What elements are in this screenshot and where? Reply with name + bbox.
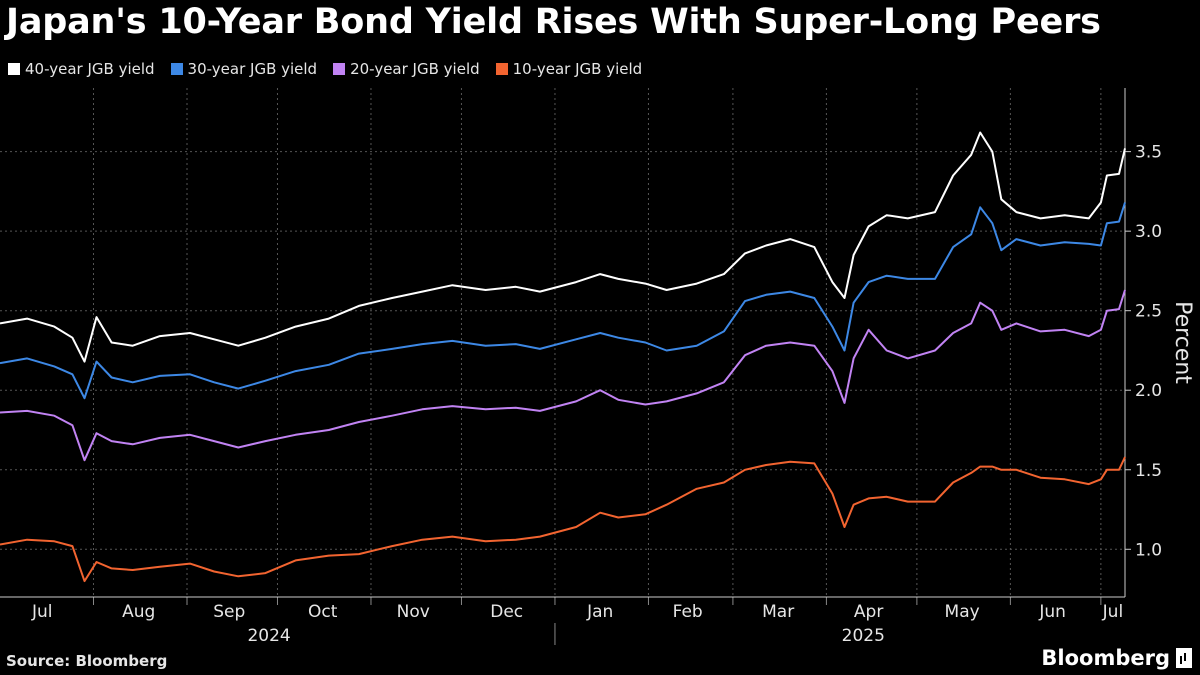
x-tick-label: Sep bbox=[213, 602, 245, 622]
x-tick-label: Mar bbox=[762, 602, 794, 622]
brand-logo: Bloomberg bbox=[1041, 646, 1192, 670]
y-tick-label: 2.0 bbox=[1135, 381, 1162, 401]
brand-name: Bloomberg bbox=[1041, 646, 1170, 670]
bloomberg-terminal-icon bbox=[1176, 648, 1192, 668]
series-line-1 bbox=[0, 202, 1126, 400]
x-tick-label: Apr bbox=[854, 602, 883, 622]
x-tick-label: Jan bbox=[586, 602, 613, 622]
source-note: Source: Bloomberg bbox=[6, 652, 168, 670]
legend: 40-year JGB yield 30-year JGB yield 20-y… bbox=[8, 60, 642, 78]
legend-label: 10-year JGB yield bbox=[512, 60, 643, 78]
legend-swatch bbox=[8, 63, 20, 75]
x-tick-label: Jun bbox=[1038, 602, 1066, 622]
series-line-3 bbox=[0, 456, 1126, 583]
year-label: 2025 bbox=[842, 626, 885, 646]
x-tick-label: Aug bbox=[122, 602, 155, 622]
legend-label: 30-year JGB yield bbox=[187, 60, 318, 78]
series-line-2 bbox=[0, 289, 1126, 462]
legend-swatch bbox=[495, 63, 508, 75]
y-axis-label: Percent bbox=[1170, 301, 1195, 384]
legend-item-40y: 40-year JGB yield bbox=[8, 60, 155, 78]
x-tick-label: May bbox=[945, 602, 980, 622]
legend-label: 20-year JGB yield bbox=[350, 60, 480, 78]
legend-item-30y: 30-year JGB yield bbox=[170, 60, 318, 78]
legend-item-10y: 10-year JGB yield bbox=[495, 60, 643, 78]
x-tick-label: Oct bbox=[308, 602, 338, 622]
year-label: 2024 bbox=[247, 626, 290, 646]
x-tick-label: Feb bbox=[673, 602, 703, 622]
legend-swatch bbox=[333, 63, 346, 75]
y-tick-label: 1.0 bbox=[1135, 540, 1162, 560]
y-tick-label: 2.5 bbox=[1135, 302, 1162, 322]
legend-swatch bbox=[170, 63, 183, 75]
y-tick-label: 3.5 bbox=[1135, 143, 1162, 163]
y-tick-label: 1.5 bbox=[1135, 461, 1162, 481]
y-tick-label: 3.0 bbox=[1135, 222, 1162, 242]
series-line-0 bbox=[0, 131, 1126, 363]
chart-title: Japan's 10-Year Bond Yield Rises With Su… bbox=[6, 2, 1101, 42]
x-tick-label: Nov bbox=[397, 602, 430, 622]
legend-item-20y: 20-year JGB yield bbox=[333, 60, 480, 78]
legend-label: 40-year JGB yield bbox=[25, 60, 155, 78]
x-tick-label: Dec bbox=[490, 602, 523, 622]
x-tick-label: Jul bbox=[1102, 602, 1124, 622]
x-tick-label: Jul bbox=[31, 602, 53, 622]
